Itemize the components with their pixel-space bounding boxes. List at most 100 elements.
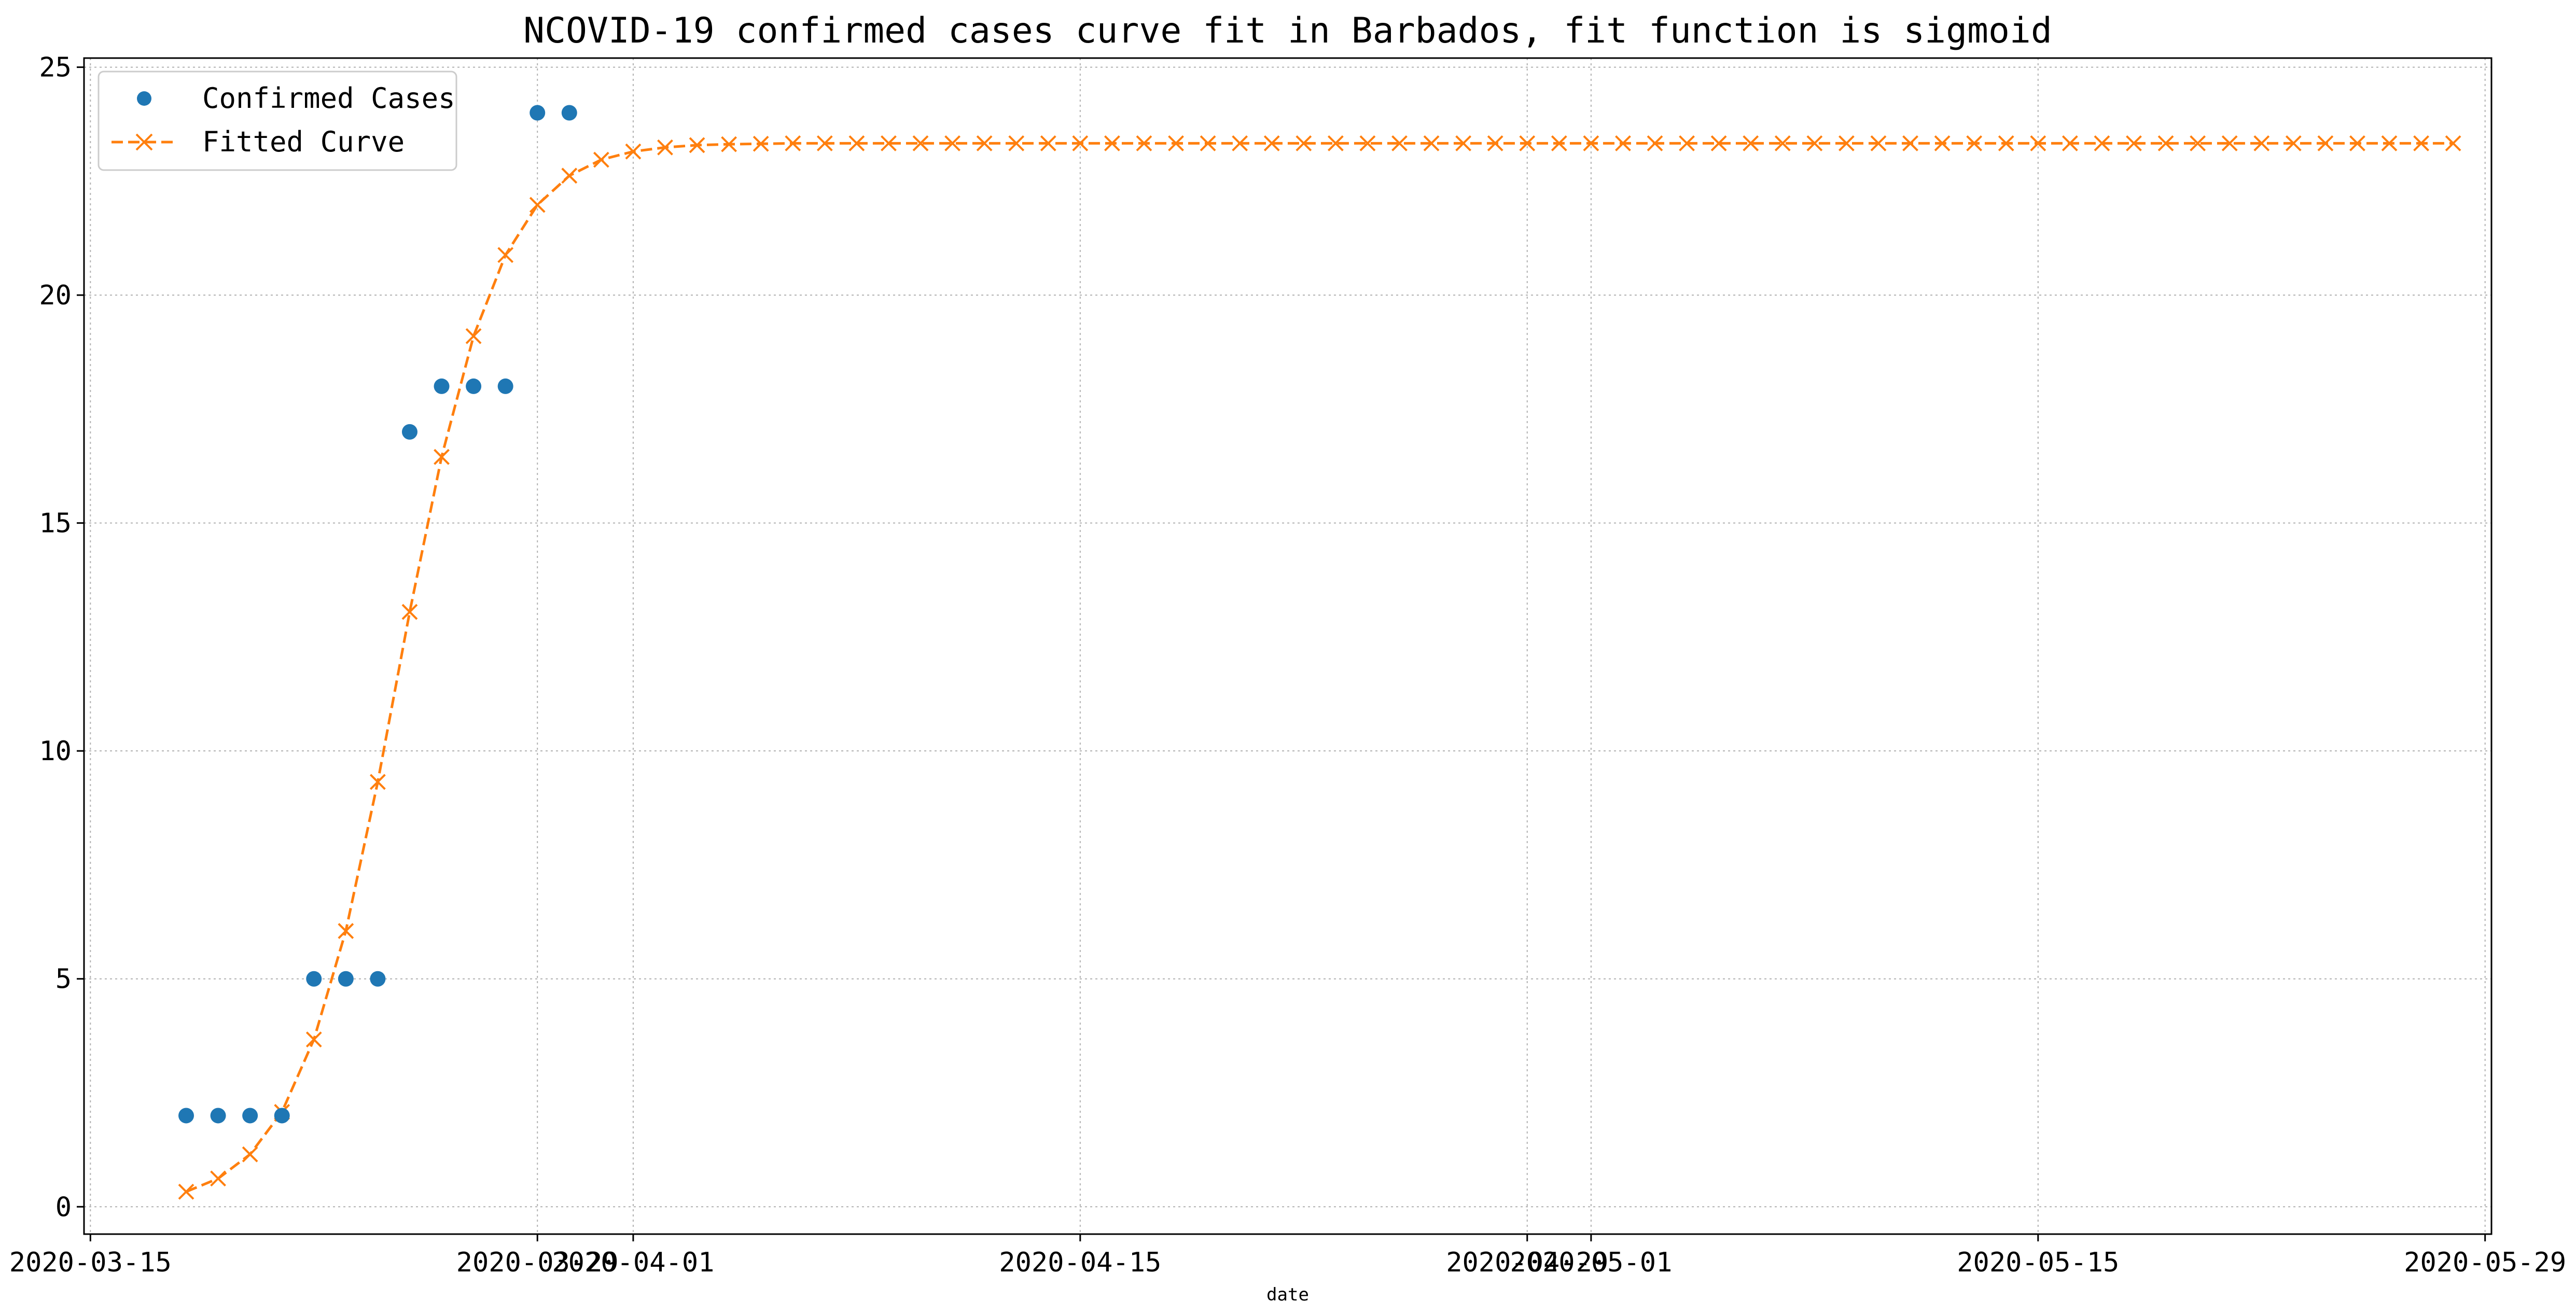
fitted-curve-marker xyxy=(1583,135,1599,151)
fitted-curve-marker xyxy=(2157,135,2174,151)
fitted-curve-marker xyxy=(1423,135,1440,151)
fitted-curve-marker xyxy=(881,135,897,151)
legend-fitted-marker xyxy=(135,133,153,151)
fitted-curve-marker xyxy=(1806,135,1823,151)
fitted-curve-marker xyxy=(1104,135,1120,151)
fitted-curve-marker xyxy=(561,167,578,184)
fitted-curve-marker xyxy=(2413,135,2429,151)
fitted-curve-marker xyxy=(2190,135,2206,151)
fitted-curve-marker xyxy=(1551,135,1567,151)
fitted-curve-marker xyxy=(657,139,673,156)
fitted-curve-marker xyxy=(1040,135,1056,151)
fitted-curve-marker xyxy=(1359,135,1376,151)
plot-frame xyxy=(83,57,2493,1235)
fitted-curve-marker xyxy=(1966,135,1983,151)
x-tick-label: 2020-05-15 xyxy=(1957,1247,2119,1278)
x-tick-label: 2020-04-29 xyxy=(1446,1247,1608,1278)
fitted-curve-marker xyxy=(753,135,769,152)
fitted-curve-marker xyxy=(401,604,418,620)
fitted-curve-marker xyxy=(1232,135,1248,151)
y-tick-label: 15 xyxy=(39,508,72,539)
fitted-curve-marker xyxy=(2317,135,2334,151)
confirmed-case-point xyxy=(497,378,513,394)
legend-fitted-label: Fitted Curve xyxy=(202,125,405,158)
fitted-curve-marker xyxy=(2381,135,2398,151)
x-tick-label: 2020-04-15 xyxy=(999,1247,1161,1278)
confirmed-case-point xyxy=(401,424,417,440)
y-tick-label: 10 xyxy=(39,736,72,767)
fitted-curve-marker xyxy=(625,143,642,160)
fitted-curve-marker xyxy=(1838,135,1855,151)
fitted-curve-marker xyxy=(2445,135,2461,151)
fitted-curve-marker xyxy=(242,1146,258,1163)
fitted-curve-marker xyxy=(1263,135,1280,151)
fitted-curve-marker xyxy=(1487,135,1503,151)
fitted-curve-marker xyxy=(1327,135,1344,151)
fitted-curve-marker xyxy=(1200,135,1216,151)
fitted-curve-marker xyxy=(497,247,514,263)
fitted-curve-marker xyxy=(785,135,801,151)
fitted-curve-marker xyxy=(1455,135,1472,151)
fitted-curve-marker xyxy=(1902,135,1918,151)
fitted-curve-marker xyxy=(593,151,609,168)
fitted-curve-marker xyxy=(848,135,865,151)
fitted-curve-marker xyxy=(1710,135,1727,151)
fitted-curve-marker xyxy=(1934,135,1951,151)
fitted-curve-marker xyxy=(1072,135,1089,151)
fitted-curve-marker xyxy=(434,449,450,465)
x-tick-label: 2020-03-15 xyxy=(9,1247,172,1278)
fitted-curve-marker xyxy=(1296,135,1312,151)
x-tick-label: 2020-05-01 xyxy=(1510,1247,1672,1278)
series-layer xyxy=(178,105,2461,1200)
confirmed-case-point xyxy=(466,378,482,394)
fitted-curve-marker xyxy=(210,1170,226,1187)
legend-confirmed-marker xyxy=(137,91,151,106)
fitted-curve-marker xyxy=(178,1183,194,1200)
confirmed-case-point xyxy=(338,971,354,987)
fitted-curve-marker xyxy=(1519,135,1536,151)
confirmed-case-point xyxy=(274,1108,290,1124)
y-tick-label: 25 xyxy=(39,52,72,83)
fitted-curve-marker xyxy=(2221,135,2238,151)
fitted-curve-marker xyxy=(976,135,993,151)
confirmed-case-point xyxy=(434,378,450,394)
fitted-curve-line xyxy=(186,142,2454,1193)
fitted-curve-marker xyxy=(2253,135,2270,151)
fitted-curve-marker xyxy=(369,774,386,790)
x-axis-label: date xyxy=(1266,1284,1309,1305)
confirmed-case-point xyxy=(178,1108,194,1124)
confirmed-case-point xyxy=(306,971,322,987)
plot-area xyxy=(84,58,2491,1234)
fitted-curve-marker xyxy=(465,328,482,344)
fitted-curve-marker xyxy=(1391,135,1408,151)
chart-title: NCOVID-19 confirmed cases curve fit in B… xyxy=(523,10,2052,51)
x-tick-label: 2020-03-29 xyxy=(456,1247,619,1278)
fitted-curve-marker xyxy=(1998,135,2014,151)
confirmed-case-point xyxy=(242,1108,258,1124)
fitted-curve-marker xyxy=(2062,135,2078,151)
confirmed-case-point xyxy=(561,105,577,121)
fitted-curve-marker xyxy=(338,923,354,939)
fitted-curve-marker xyxy=(1615,135,1631,151)
fitted-curve-marker xyxy=(1870,135,1887,151)
fitted-curve-marker xyxy=(2094,135,2110,151)
fitted-curve-marker xyxy=(1647,135,1663,151)
fitted-curve-marker xyxy=(2285,135,2302,151)
y-tick-label: 20 xyxy=(39,280,72,311)
fitted-curve-marker xyxy=(1774,135,1791,151)
fitted-curve-marker xyxy=(2349,135,2365,151)
fitted-curve-marker xyxy=(912,135,929,151)
y-axis: 0 5 10 15 20 25 xyxy=(39,52,84,1223)
confirmed-case-point xyxy=(210,1108,226,1124)
fitted-curve-marker xyxy=(1136,135,1152,151)
fitted-curve-marker xyxy=(529,197,546,213)
fitted-curve-marker xyxy=(1743,135,1759,151)
x-tick-label: 2020-04-01 xyxy=(552,1247,714,1278)
fitted-curve-marker xyxy=(816,135,833,151)
fitted-curve-marker xyxy=(2030,135,2046,151)
fitted-curve-marker xyxy=(1168,135,1184,151)
fitted-curve-marker xyxy=(2126,135,2142,151)
legend-confirmed-label: Confirmed Cases xyxy=(202,82,455,115)
